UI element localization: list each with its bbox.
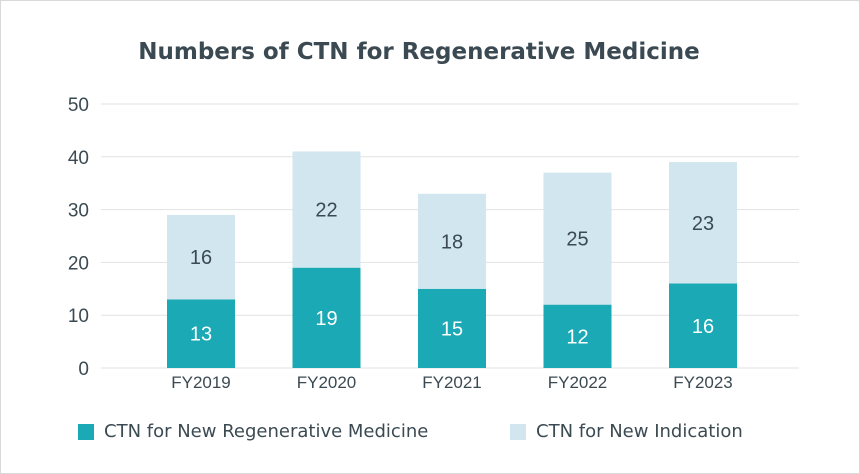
y-tick-label-10: 10 <box>68 306 89 327</box>
data-label-ctn-for-new-indication-fy2020: 22 <box>315 200 337 222</box>
bar-ctn-for-new-indication-fy2022 <box>543 172 612 305</box>
y-tick-label-20: 20 <box>68 253 89 274</box>
legend-item-new-indication: CTN for New Indication <box>510 421 743 442</box>
bar-ctn-for-new-indication-fy2023 <box>669 162 737 284</box>
x-tick-label-fy2019: FY2019 <box>171 373 231 392</box>
legend-swatch-new-indication <box>510 423 526 440</box>
bar-ctn-for-new-regenerative-medicine-fy2023 <box>669 283 737 368</box>
data-label-ctn-for-new-regenerative-medicine-fy2022: 12 <box>566 326 588 348</box>
data-label-ctn-for-new-regenerative-medicine-fy2021: 15 <box>441 318 463 340</box>
legend-item-new-regenerative-medicine: CTN for New Regenerative Medicine <box>78 421 428 442</box>
data-label-ctn-for-new-regenerative-medicine-fy2020: 19 <box>315 308 337 330</box>
legend-label-new-indication: CTN for New Indication <box>536 421 743 442</box>
bar-ctn-for-new-indication-fy2020 <box>292 151 361 268</box>
bar-ctn-for-new-regenerative-medicine-fy2021 <box>418 288 486 368</box>
bar-ctn-for-new-regenerative-medicine-fy2020 <box>292 267 361 368</box>
data-label-ctn-for-new-regenerative-medicine-fy2023: 16 <box>692 316 714 338</box>
bar-ctn-for-new-regenerative-medicine-fy2019 <box>167 299 235 368</box>
bar-ctn-for-new-indication-fy2019 <box>167 214 235 300</box>
chart-legend: CTN for New Regenerative Medicine CTN fo… <box>1 421 859 451</box>
bar-ctn-for-new-indication-fy2021 <box>418 193 486 289</box>
y-tick-label-40: 40 <box>68 148 89 169</box>
x-tick-label-fy2023: FY2023 <box>673 373 733 392</box>
y-tick-label-30: 30 <box>68 201 89 222</box>
stacked-bar-chart: 0 10 20 30 40 50 13 16 FY2019 19 22 FY2020 15 18 FY202… <box>68 95 799 392</box>
x-tick-label-fy2021: FY2021 <box>422 373 482 392</box>
data-label-ctn-for-new-indication-fy2019: 16 <box>190 247 212 269</box>
legend-label-new-regenerative-medicine: CTN for New Regenerative Medicine <box>104 421 429 442</box>
data-label-ctn-for-new-regenerative-medicine-fy2019: 13 <box>190 324 212 346</box>
data-label-ctn-for-new-indication-fy2022: 25 <box>566 229 588 251</box>
data-label-ctn-for-new-indication-fy2021: 18 <box>441 231 463 253</box>
chart-title: Numbers of CTN for Regenerative Medicine <box>138 39 700 65</box>
y-tick-label-50: 50 <box>68 95 89 116</box>
data-label-ctn-for-new-indication-fy2023: 23 <box>692 213 714 235</box>
bar-ctn-for-new-regenerative-medicine-fy2022 <box>543 304 612 368</box>
x-tick-label-fy2020: FY2020 <box>297 373 357 392</box>
legend-swatch-new-regenerative-medicine <box>78 423 94 440</box>
y-tick-label-0: 0 <box>78 359 89 380</box>
x-tick-label-fy2022: FY2022 <box>548 373 608 392</box>
